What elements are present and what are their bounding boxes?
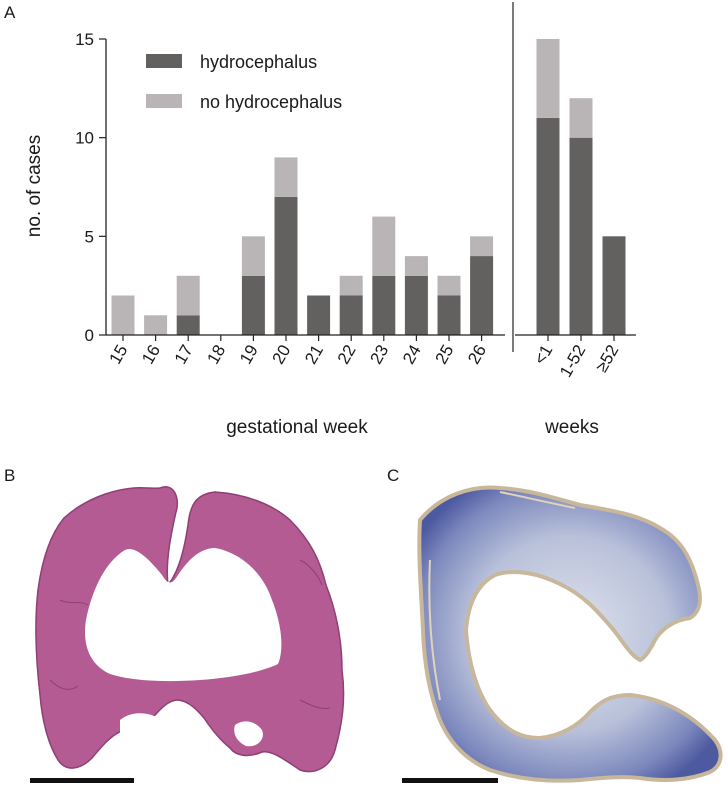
chart-axes — [105, 2, 636, 352]
bar-no-hydrocephalus-0-10 — [437, 275, 461, 296]
legend: hydrocephalus no hydrocephalus — [146, 52, 342, 112]
bar-hydrocephalus-0-6 — [307, 295, 331, 335]
x-tick-label-0-10: 25 — [432, 342, 458, 368]
bar-hydrocephalus-1-0 — [536, 117, 560, 336]
panel-letter-c: C — [387, 466, 399, 485]
panel-letter-b: B — [4, 466, 15, 485]
scale-bar-c — [402, 778, 498, 783]
bar-no-hydrocephalus-1-0 — [536, 39, 560, 118]
bar-no-hydrocephalus-0-8 — [372, 216, 396, 276]
bar-no-hydrocephalus-0-11 — [470, 236, 494, 256]
x-tick-label-1-0: <1 — [530, 342, 556, 368]
x-tick-label-0-5: 20 — [269, 342, 295, 368]
chart-bars — [111, 39, 626, 336]
legend-swatch-hydrocephalus — [146, 54, 182, 68]
x-tick-label-0-4: 19 — [236, 342, 262, 368]
bar-hydrocephalus-0-4 — [241, 275, 265, 335]
y-tick-label-0: 0 — [85, 326, 94, 345]
x-tick-label-0-9: 24 — [399, 342, 425, 368]
bar-hydrocephalus-1-2 — [602, 236, 626, 335]
x-tick-label-0-7: 22 — [334, 342, 360, 368]
x-tick-label-0-6: 21 — [301, 342, 327, 368]
y-tick-label-2: 10 — [75, 129, 94, 148]
legend-label-hydrocephalus: hydrocephalus — [200, 52, 317, 72]
bar-hydrocephalus-0-7 — [339, 295, 363, 335]
bar-no-hydrocephalus-0-5 — [274, 157, 298, 197]
x-tick-label-0-2: 17 — [171, 342, 197, 368]
y-tick-label-3: 15 — [75, 30, 94, 49]
x-tick-label-1-1: 1-52 — [556, 342, 589, 381]
bar-hydrocephalus-0-10 — [437, 295, 461, 335]
bar-hydrocephalus-0-5 — [274, 196, 298, 335]
micrograph-he-coronal-section — [30, 486, 345, 783]
bar-hydrocephalus-0-8 — [372, 275, 396, 335]
bar-no-hydrocephalus-0-7 — [339, 275, 363, 296]
x-tick-label-0-8: 23 — [366, 342, 392, 368]
x-tick-label-0-11: 26 — [464, 342, 490, 368]
bar-hydrocephalus-0-11 — [470, 256, 494, 335]
x-axis-title-gestational: gestational week — [226, 417, 368, 438]
bar-hydrocephalus-1-1 — [569, 137, 593, 335]
bar-no-hydrocephalus-0-1 — [144, 315, 168, 335]
micrograph-nissl-section — [402, 485, 723, 783]
panel-letter-a: A — [4, 3, 16, 22]
scale-bar-b — [30, 778, 134, 783]
x-tick-label-0-0: 15 — [106, 342, 132, 368]
x-axis-title-weeks: weeks — [544, 417, 599, 438]
x-tick-label-0-1: 16 — [138, 342, 164, 368]
bar-hydrocephalus-0-2 — [176, 315, 200, 335]
bar-no-hydrocephalus-0-0 — [111, 295, 135, 335]
bar-no-hydrocephalus-1-1 — [569, 98, 593, 138]
bar-no-hydrocephalus-0-9 — [404, 256, 428, 276]
legend-label-no-hydrocephalus: no hydrocephalus — [200, 92, 342, 112]
y-tick-label-1: 5 — [85, 227, 94, 246]
x-tick-label-0-3: 18 — [203, 342, 229, 368]
legend-swatch-no-hydrocephalus — [146, 94, 182, 108]
bar-no-hydrocephalus-0-2 — [176, 275, 200, 316]
x-tick-label-1-2: ≥52 — [592, 342, 623, 376]
bar-hydrocephalus-0-9 — [404, 275, 428, 335]
bar-no-hydrocephalus-0-4 — [241, 236, 265, 276]
y-axis-title: no. of cases — [24, 135, 45, 237]
